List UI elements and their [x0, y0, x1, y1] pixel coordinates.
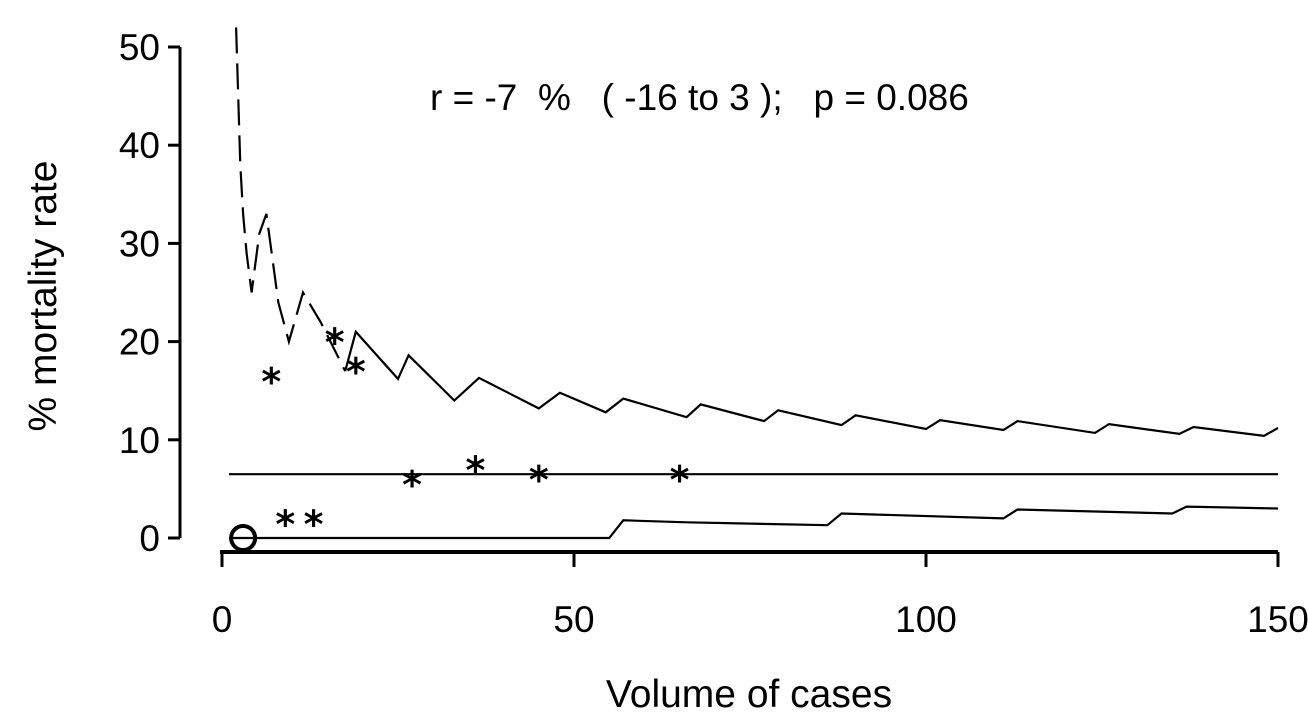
lower-limit-line [229, 505, 1279, 540]
correlation-annotation: r = -7 % ( -16 to 3 ); p = 0.086 [430, 77, 969, 118]
upper-limit-dashed [235, 27, 347, 372]
upper-limit-line [344, 329, 1279, 438]
data-point-circle [229, 524, 258, 552]
data-point-star: * [402, 463, 422, 507]
data-point-star: * [670, 458, 690, 502]
data-point-star: * [346, 350, 366, 394]
data-point-star: * [466, 448, 486, 492]
y-axis-ticks: 0 10 20 30 40 50 [119, 27, 180, 559]
x-axis-title: Volume of cases [606, 673, 892, 714]
y-tick-label: 40 [119, 125, 160, 166]
data-points: ** **** * * * [229, 321, 690, 552]
x-tick-label: 100 [895, 599, 957, 640]
y-axis-title: % mortality rate [22, 161, 65, 432]
y-tick-label: 50 [119, 27, 160, 68]
x-tick-label: 50 [553, 599, 594, 640]
y-tick-label: 20 [119, 322, 160, 363]
x-tick-label: 150 [1247, 599, 1308, 640]
data-point-star: * [529, 458, 549, 502]
data-point-star: * [304, 502, 324, 546]
control-limit-lines [229, 27, 1279, 540]
data-point-star: * [261, 360, 281, 404]
data-point-star: * [275, 502, 295, 546]
data-point-star: * [325, 321, 345, 365]
y-tick-label: 0 [139, 518, 160, 559]
x-tick-label: 0 [212, 599, 233, 640]
x-axis-ticks: 0 50 100 150 [212, 552, 1308, 640]
y-tick-label: 10 [119, 420, 160, 461]
y-tick-label: 30 [119, 223, 160, 264]
